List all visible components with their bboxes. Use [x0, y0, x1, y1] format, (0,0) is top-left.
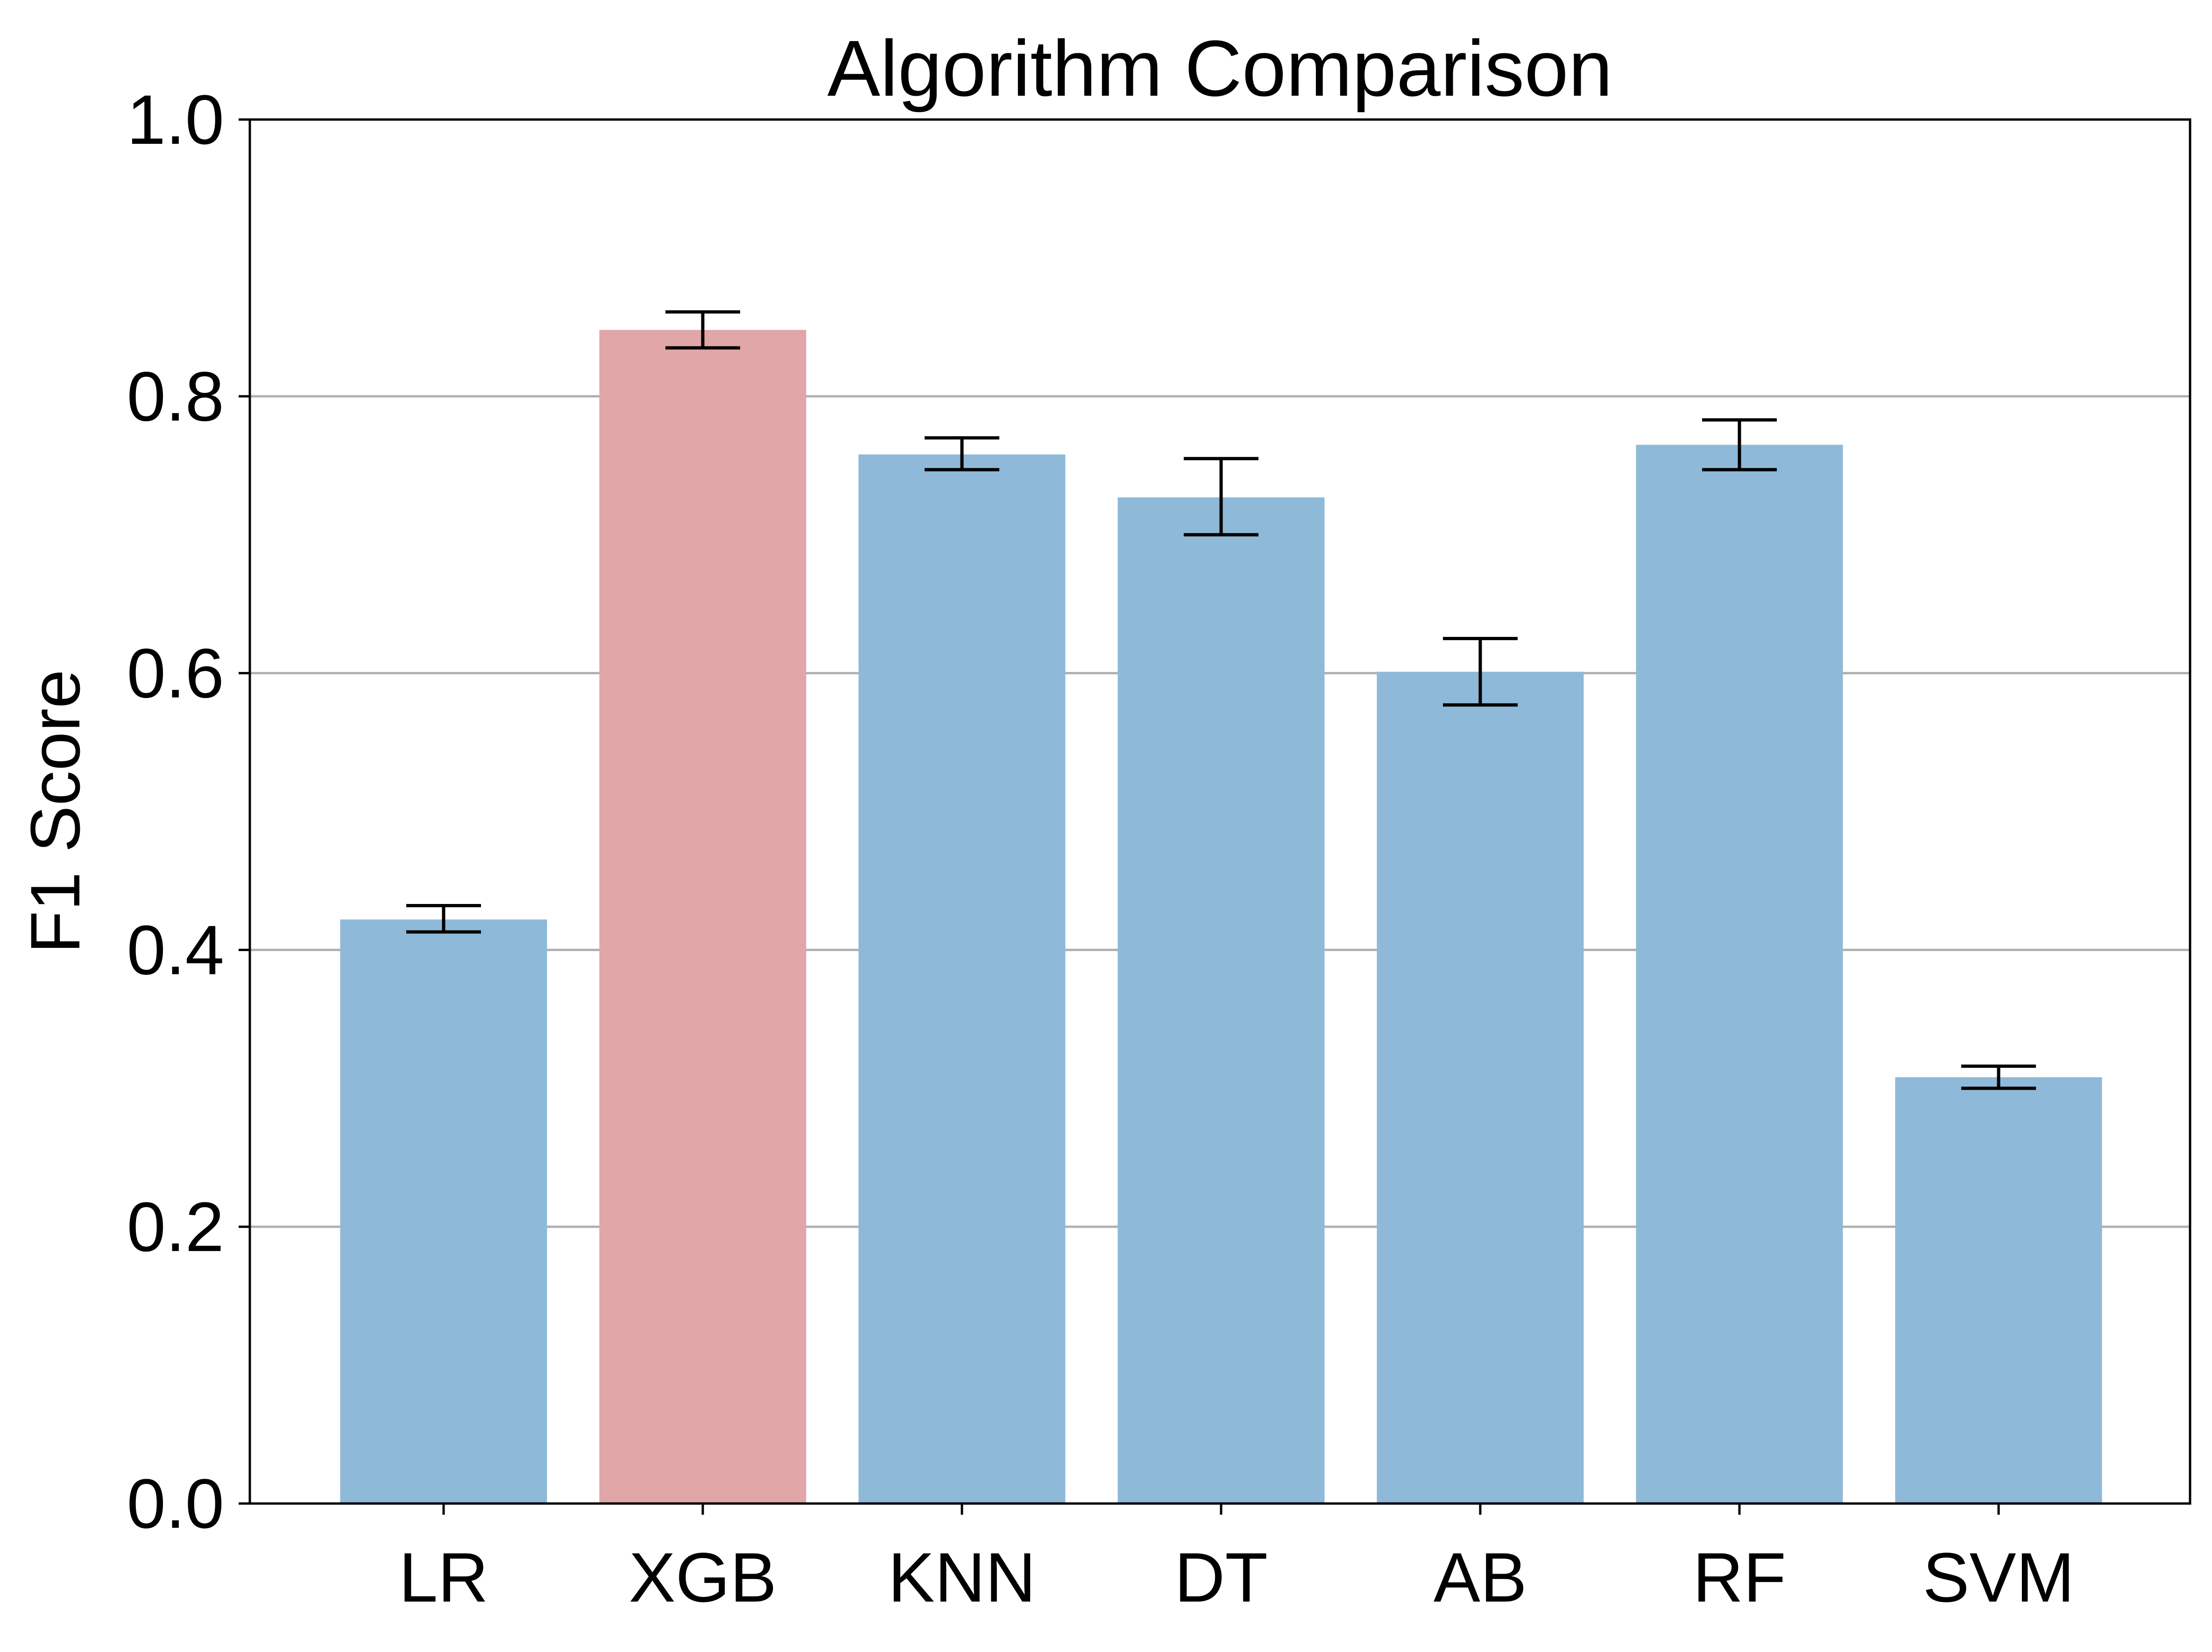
- x-tick-label-rf: RF: [1693, 1538, 1786, 1617]
- bar-ab: [1377, 671, 1584, 1504]
- y-axis-ticks: 0.0 0.2 0.4 0.6 0.8 1.0: [127, 80, 250, 1543]
- bar-rf: [1636, 445, 1843, 1504]
- x-tick-label-xgb: XGB: [629, 1538, 777, 1617]
- error-bars: [406, 310, 2036, 1090]
- y-tick-label: 0.6: [127, 634, 224, 713]
- bars: [340, 330, 2102, 1504]
- y-tick-label: 0.2: [127, 1187, 224, 1266]
- bar-knn: [858, 454, 1066, 1504]
- bar-svm: [1895, 1077, 2102, 1504]
- x-axis-ticks: LR XGB KNN DT AB RF SVM: [399, 1504, 2075, 1617]
- x-tick-label-svm: SVM: [1922, 1538, 2074, 1617]
- y-tick-label: 1.0: [127, 80, 224, 159]
- y-tick-label: 0.0: [127, 1464, 224, 1543]
- x-tick-label-ab: AB: [1434, 1538, 1527, 1617]
- y-axis-label: F1 Score: [16, 670, 94, 954]
- y-tick-label: 0.8: [127, 357, 224, 436]
- y-tick-label: 0.4: [127, 911, 224, 989]
- bar-lr: [340, 919, 547, 1504]
- chart-title: Algorithm Comparison: [827, 24, 1613, 113]
- x-tick-label-lr: LR: [399, 1538, 488, 1617]
- bar-dt: [1117, 497, 1325, 1504]
- x-tick-label-knn: KNN: [888, 1538, 1036, 1617]
- x-tick-label-dt: DT: [1174, 1538, 1268, 1617]
- bar-xgb: [599, 330, 806, 1504]
